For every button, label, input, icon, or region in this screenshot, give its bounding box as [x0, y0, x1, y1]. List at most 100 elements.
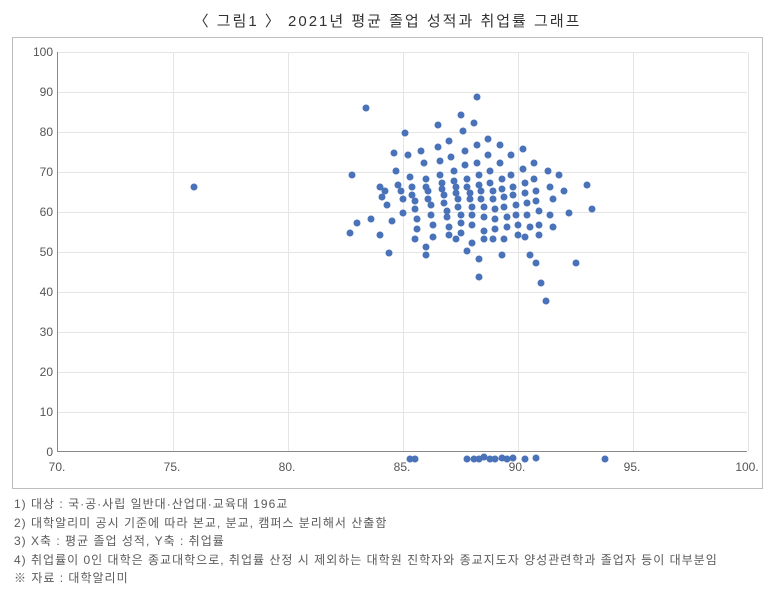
data-point — [388, 218, 395, 225]
x-tick-label: 95. — [624, 460, 641, 474]
x-tick-label: 90. — [509, 460, 526, 474]
data-point — [485, 152, 492, 159]
data-point — [446, 138, 453, 145]
data-point — [466, 196, 473, 203]
data-point — [473, 94, 480, 101]
chart-area: 010203040506070809010070.75.80.85.90.95.… — [13, 38, 762, 488]
data-point — [390, 150, 397, 157]
data-point — [436, 158, 443, 165]
data-point — [459, 128, 466, 135]
footnote-4: 4) 취업률이 0인 대학은 종교대학으로, 취업률 산정 시 제외하는 대학원… — [14, 551, 761, 570]
data-point — [469, 204, 476, 211]
data-point — [572, 260, 579, 267]
data-point — [584, 182, 591, 189]
gridline-v — [173, 52, 174, 451]
y-tick-label: 60 — [13, 205, 53, 219]
data-point — [535, 232, 542, 239]
data-point — [556, 172, 563, 179]
data-point — [473, 160, 480, 167]
data-point — [457, 220, 464, 227]
data-point — [547, 212, 554, 219]
data-point — [478, 196, 485, 203]
data-point — [489, 188, 496, 195]
data-point — [524, 212, 531, 219]
data-point — [411, 198, 418, 205]
data-point — [487, 168, 494, 175]
data-point — [446, 224, 453, 231]
data-point — [519, 146, 526, 153]
data-point — [443, 214, 450, 221]
data-point — [354, 220, 361, 227]
y-tick-label: 90 — [13, 85, 53, 99]
data-point — [489, 236, 496, 243]
plot-region — [57, 52, 747, 452]
gridline-v — [633, 52, 634, 451]
data-point — [462, 148, 469, 155]
data-point — [349, 172, 356, 179]
y-tick-label: 80 — [13, 125, 53, 139]
data-point — [420, 160, 427, 167]
data-point — [411, 206, 418, 213]
data-point — [510, 192, 517, 199]
data-point — [549, 224, 556, 231]
data-point — [404, 152, 411, 159]
data-point — [501, 236, 508, 243]
gridline-v — [748, 52, 749, 451]
data-point — [526, 224, 533, 231]
data-point — [538, 280, 545, 287]
data-point — [457, 212, 464, 219]
data-point — [475, 274, 482, 281]
data-point — [480, 236, 487, 243]
y-tick-label: 30 — [13, 325, 53, 339]
data-point — [464, 176, 471, 183]
data-point — [492, 226, 499, 233]
data-point — [544, 168, 551, 175]
data-point — [549, 196, 556, 203]
data-point — [383, 202, 390, 209]
data-point — [473, 142, 480, 149]
data-point — [487, 180, 494, 187]
data-point — [503, 214, 510, 221]
data-point — [492, 216, 499, 223]
data-point — [508, 152, 515, 159]
x-tick-label: 70. — [49, 460, 66, 474]
data-point — [503, 224, 510, 231]
data-point — [423, 244, 430, 251]
data-point — [377, 232, 384, 239]
x-tick-label: 75. — [164, 460, 181, 474]
data-point — [409, 184, 416, 191]
data-point — [397, 188, 404, 195]
data-point — [436, 172, 443, 179]
data-point — [469, 212, 476, 219]
data-point — [402, 130, 409, 137]
data-point — [400, 210, 407, 217]
data-point — [367, 216, 374, 223]
data-point — [485, 136, 492, 143]
data-point — [602, 456, 609, 463]
data-point — [535, 208, 542, 215]
data-point — [480, 228, 487, 235]
data-point — [423, 176, 430, 183]
x-tick-label: 80. — [279, 460, 296, 474]
data-point — [565, 210, 572, 217]
data-point — [533, 260, 540, 267]
data-point — [501, 204, 508, 211]
data-point — [521, 234, 528, 241]
footnote-1: 1) 대상 : 국·공·사립 일반대·산업대·교육대 196교 — [14, 495, 761, 514]
data-point — [455, 196, 462, 203]
y-tick-label: 0 — [13, 445, 53, 459]
data-point — [519, 166, 526, 173]
data-point — [434, 144, 441, 151]
data-point — [423, 252, 430, 259]
data-point — [425, 188, 432, 195]
y-tick-label: 50 — [13, 245, 53, 259]
data-point — [524, 200, 531, 207]
data-point — [427, 202, 434, 209]
chart-title: 〈 그림1 〉 2021년 평균 졸업 성적과 취업률 그래프 — [0, 0, 775, 37]
data-point — [393, 168, 400, 175]
gridline-v — [288, 52, 289, 451]
chart-container: 010203040506070809010070.75.80.85.90.95.… — [12, 37, 763, 489]
data-point — [418, 148, 425, 155]
data-point — [533, 188, 540, 195]
data-point — [462, 162, 469, 169]
